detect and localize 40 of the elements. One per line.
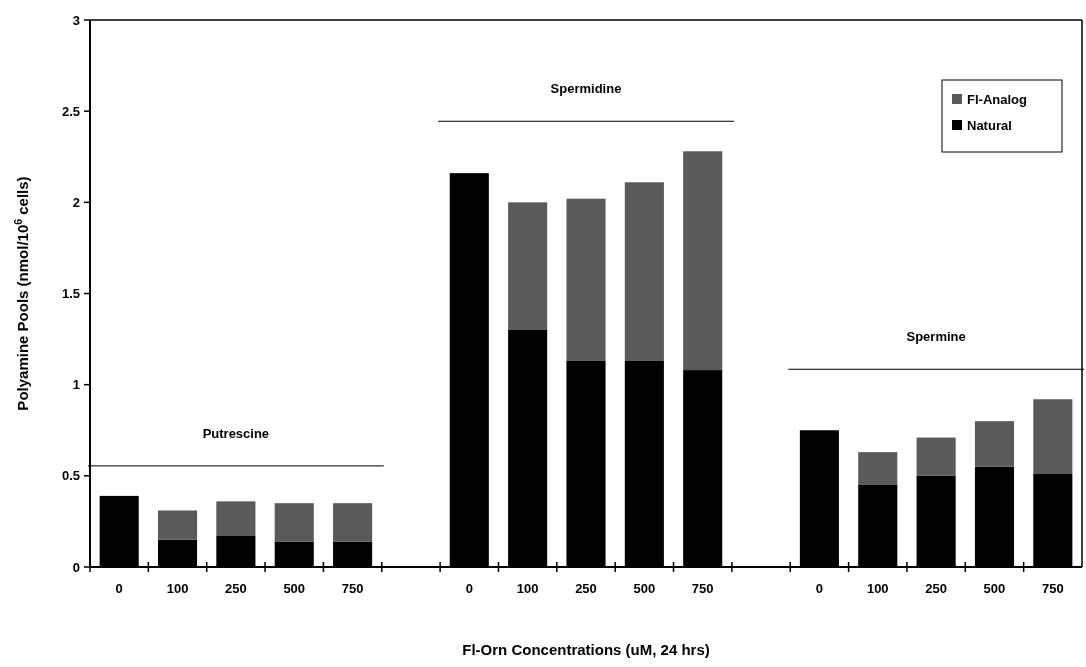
x-tick-label: 0 bbox=[465, 581, 473, 596]
bar bbox=[624, 182, 664, 361]
annotation: Putrescine bbox=[202, 425, 270, 441]
x-tick-label: 250 bbox=[225, 581, 247, 596]
bar bbox=[508, 202, 548, 330]
y-tick-label: 0.5 bbox=[61, 468, 80, 484]
annotation: Spermidine bbox=[550, 81, 622, 97]
bar bbox=[683, 151, 723, 371]
x-tick-label: 500 bbox=[283, 581, 306, 596]
x-tick-label: 0 bbox=[115, 581, 123, 596]
bar bbox=[333, 503, 373, 542]
y-tick-label: 1 bbox=[72, 377, 80, 393]
bar bbox=[566, 198, 606, 361]
x-tick-label: 750 bbox=[1041, 581, 1064, 596]
y-tick-label: 0 bbox=[72, 559, 80, 575]
x-tick-label: 100 bbox=[866, 581, 889, 596]
x-tick-label: 250 bbox=[575, 581, 597, 596]
x-tick-label: 100 bbox=[516, 581, 539, 596]
bar bbox=[974, 421, 1015, 467]
y-tick-label: 1.5 bbox=[61, 286, 80, 302]
x-tick-label: 750 bbox=[341, 581, 364, 596]
y-tick-label: 2.5 bbox=[61, 103, 80, 119]
bar bbox=[157, 510, 198, 540]
bar bbox=[1033, 399, 1073, 475]
bar bbox=[274, 503, 314, 542]
x-tick-label: 500 bbox=[633, 581, 656, 596]
x-tick-label: 250 bbox=[925, 581, 947, 596]
bar bbox=[858, 452, 898, 485]
legend-label: Fl-Analog bbox=[967, 91, 1027, 107]
annotation: Spermine bbox=[906, 329, 966, 345]
x-tick-label: 750 bbox=[691, 581, 714, 596]
bar bbox=[216, 501, 256, 536]
y-tick-label: 2 bbox=[72, 194, 80, 210]
x-tick-label: 100 bbox=[166, 581, 189, 596]
x-axis-title: Fl-Orn Concentrations (uM, 24 hrs) bbox=[462, 641, 710, 658]
y-tick-label: 3 bbox=[72, 12, 80, 28]
legend-label: Natural bbox=[967, 117, 1012, 133]
x-tick-label: 0 bbox=[815, 581, 824, 596]
bar bbox=[916, 437, 956, 476]
x-tick-label: 500 bbox=[983, 581, 1006, 596]
